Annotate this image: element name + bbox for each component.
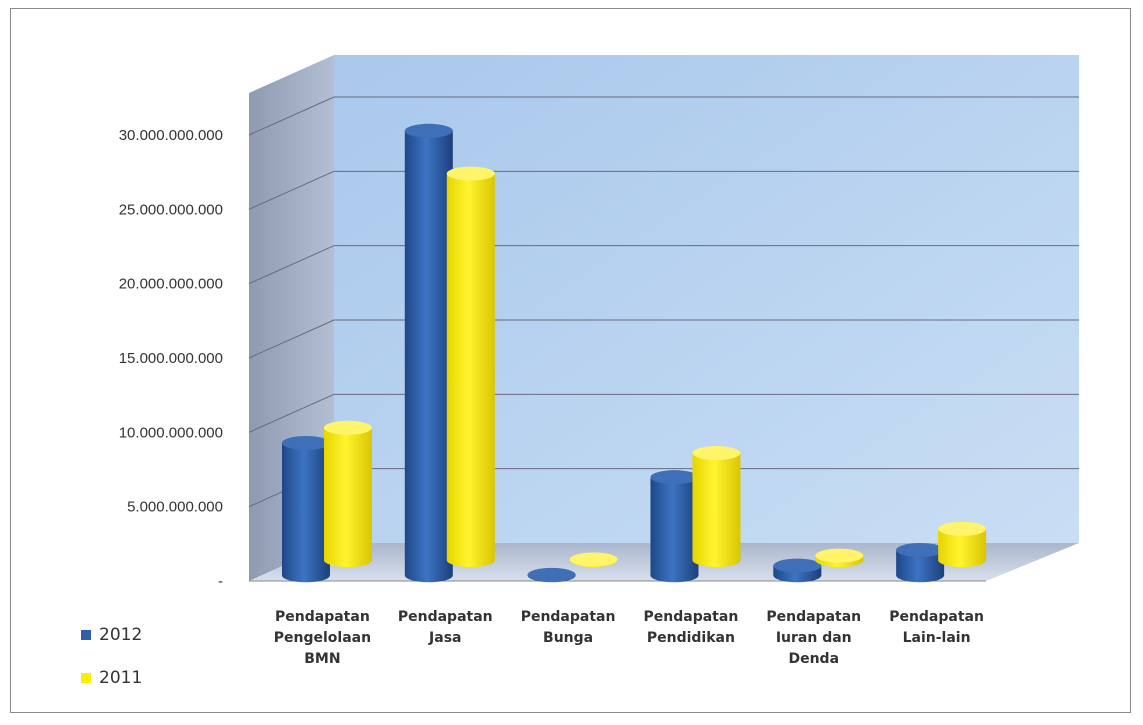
bar-body bbox=[938, 528, 987, 568]
bar-top bbox=[938, 521, 987, 536]
chart-frame: - 5.000.000.000 10.000.000.000 15.000.000.0… bbox=[10, 8, 1131, 713]
gridline-side bbox=[248, 245, 335, 285]
category-label-line: Pendapatan bbox=[521, 609, 616, 625]
y-tick-label: 5.000.000.000 bbox=[127, 499, 223, 516]
bar-top bbox=[650, 470, 699, 485]
bar-top bbox=[896, 543, 945, 558]
gridline-side bbox=[248, 96, 335, 136]
bar-body bbox=[404, 130, 453, 583]
y-tick-label: 20.000.000.000 bbox=[119, 276, 223, 293]
bar-body bbox=[896, 550, 945, 583]
legend-swatch-2011 bbox=[81, 673, 91, 683]
category-label-line: BMN bbox=[304, 651, 340, 667]
bar-2012-5 bbox=[896, 543, 945, 583]
bar-2011-2 bbox=[569, 552, 618, 568]
bar-top bbox=[404, 123, 453, 138]
bar-2011-4 bbox=[815, 548, 864, 568]
y-tick-label: 30.000.000.000 bbox=[119, 127, 223, 144]
category-label-line: Denda bbox=[788, 651, 839, 667]
category-label: Pendapatan Pendidikan bbox=[644, 609, 739, 646]
category-label: Pendapatan Lain-lain bbox=[889, 609, 984, 646]
bar-top bbox=[281, 435, 330, 450]
category-label-line: Pengelolaan bbox=[274, 630, 371, 646]
bar-2011-3 bbox=[692, 446, 741, 568]
category-label-line: Pendapatan bbox=[644, 609, 739, 625]
category-label-line: Pendapatan bbox=[275, 609, 370, 625]
y-tick-label: 15.000.000.000 bbox=[119, 350, 223, 367]
legend-item-2011: 2011 bbox=[81, 668, 142, 688]
bars bbox=[281, 123, 987, 583]
y-tick-label: 25.000.000.000 bbox=[119, 201, 223, 218]
bar-2012-1 bbox=[404, 123, 453, 583]
category-label-line: Pendapatan bbox=[889, 609, 984, 625]
bar-2011-0 bbox=[323, 420, 372, 568]
gridline-side bbox=[248, 393, 335, 433]
category-label-line: Bunga bbox=[543, 630, 593, 646]
gridline-side bbox=[248, 170, 335, 210]
legend-swatch-2012 bbox=[81, 630, 91, 640]
y-axis-tick-labels: - 5.000.000.000 10.000.000.000 15.000.000.0… bbox=[119, 127, 223, 590]
y-tick-label: - bbox=[218, 573, 223, 590]
bar-2012-0 bbox=[281, 435, 330, 583]
bar-top bbox=[692, 446, 741, 461]
category-label: Pendapatan Iuran dan Denda bbox=[766, 609, 861, 667]
bar-body bbox=[281, 442, 330, 583]
category-label: Pendapatan Pengelolaan BMN bbox=[274, 609, 371, 667]
bar-top bbox=[569, 552, 618, 567]
bar-top bbox=[773, 558, 822, 573]
bar-2012-2 bbox=[527, 567, 576, 583]
bar-2012-4 bbox=[773, 558, 822, 583]
bar-2012-3 bbox=[650, 470, 699, 583]
bar-body bbox=[692, 453, 741, 568]
category-label-line: Jasa bbox=[428, 630, 461, 646]
bar-body bbox=[446, 173, 495, 568]
y-tick-label: 10.000.000.000 bbox=[119, 424, 223, 441]
legend-label-2011: 2011 bbox=[99, 668, 143, 688]
bar-chart: - 5.000.000.000 10.000.000.000 15.000.000.0… bbox=[119, 55, 1079, 667]
bar-top bbox=[446, 166, 495, 181]
bar-top bbox=[815, 548, 864, 563]
bar-2011-1 bbox=[446, 166, 495, 568]
category-label-line: Lain-lain bbox=[903, 630, 971, 646]
category-label: Pendapatan Bunga bbox=[521, 609, 616, 646]
category-label: Pendapatan Jasa bbox=[398, 609, 493, 646]
bar-top bbox=[527, 567, 576, 582]
bar-body bbox=[650, 477, 699, 583]
category-label-line: Pendapatan bbox=[398, 609, 493, 625]
gridline-side bbox=[248, 319, 335, 359]
category-label-line: Iuran dan bbox=[776, 630, 852, 646]
legend-item-2012: 2012 bbox=[81, 625, 142, 645]
bar-top bbox=[323, 420, 372, 435]
bar-2011-5 bbox=[938, 521, 987, 568]
category-label-line: Pendidikan bbox=[647, 630, 735, 646]
legend-label-2012: 2012 bbox=[99, 625, 143, 645]
bar-body bbox=[323, 427, 372, 568]
category-label-line: Pendapatan bbox=[766, 609, 861, 625]
